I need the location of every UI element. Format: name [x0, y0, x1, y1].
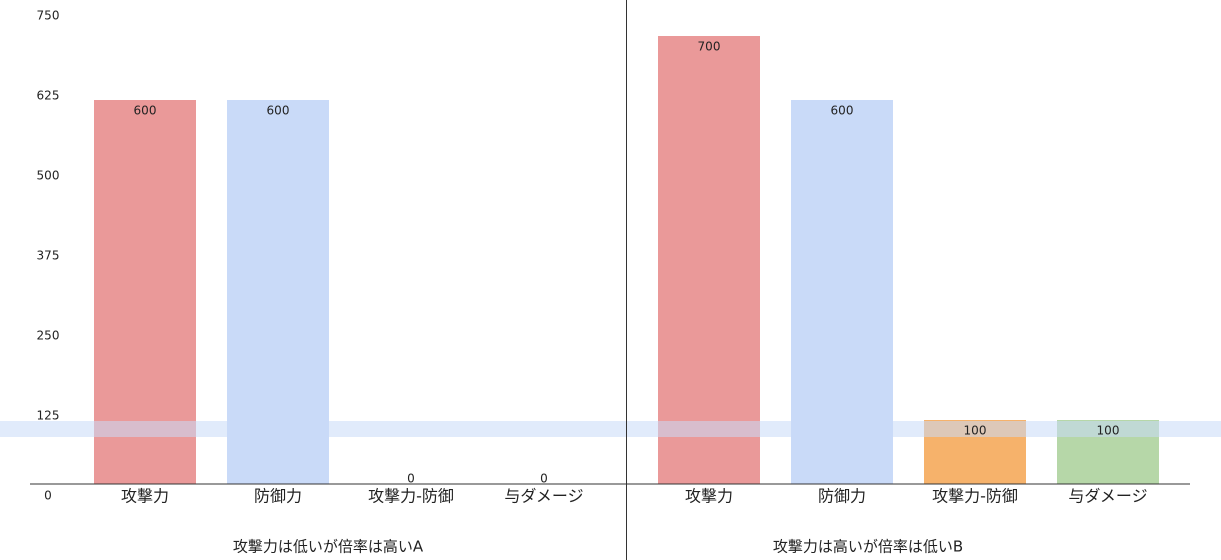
x-tick-label: 防御力 [818, 487, 866, 506]
value-label: 100 [964, 424, 987, 438]
value-label: 0 [540, 472, 548, 486]
bar [94, 100, 196, 484]
y-tick-label: 500 [37, 169, 60, 183]
x-tick-label: 攻撃力-防御 [932, 487, 1018, 506]
y-tick-label: 750 [37, 9, 60, 23]
hover-band [0, 421, 1221, 437]
x-tick-label: 攻撃力-防御 [368, 487, 454, 506]
y-tick-label: 625 [37, 89, 60, 103]
x-tick-label: 攻撃力 [121, 487, 169, 506]
panel-title: 攻撃力は高いが倍率は低いB [773, 538, 963, 556]
x-tick-label: 攻撃力 [685, 487, 733, 506]
y-tick-label: 125 [37, 409, 60, 423]
plot [94, 36, 1159, 484]
bar [791, 100, 893, 484]
y-tick-label: 0 [44, 489, 52, 503]
value-label: 0 [407, 472, 415, 486]
bar [658, 36, 760, 484]
value-label: 100 [1097, 424, 1120, 438]
panel-title: 攻撃力は低いが倍率は高いA [233, 538, 424, 556]
x-tick-label: 防御力 [254, 487, 302, 506]
bar [227, 100, 329, 484]
x-tick-label: 与ダメージ [1068, 487, 1147, 506]
y-tick-label: 375 [37, 249, 60, 263]
value-label: 600 [267, 104, 290, 118]
value-label: 700 [698, 40, 721, 54]
value-label: 600 [134, 104, 157, 118]
value-label: 600 [831, 104, 854, 118]
y-tick-label: 250 [37, 329, 60, 343]
x-tick-label: 与ダメージ [504, 487, 583, 506]
